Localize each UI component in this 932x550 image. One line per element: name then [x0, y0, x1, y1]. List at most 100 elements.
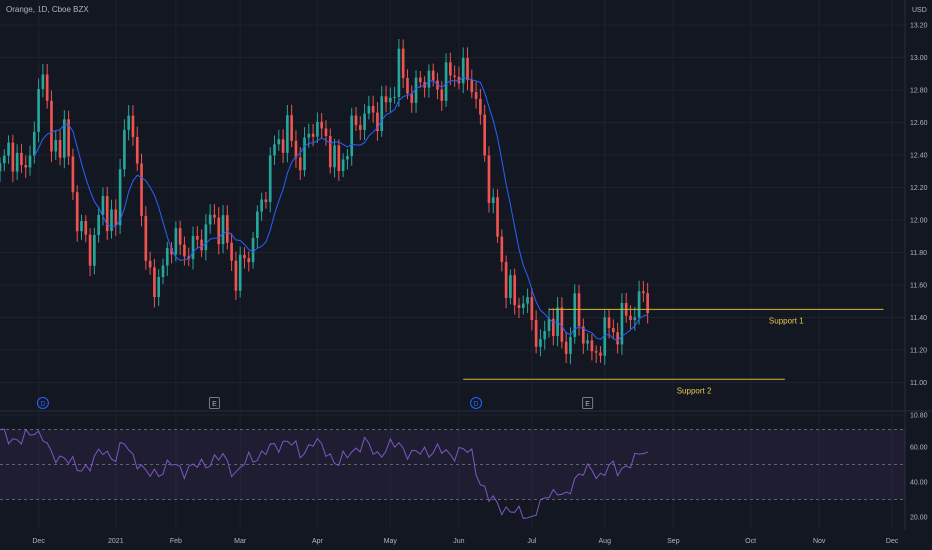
candle-body	[453, 75, 456, 77]
candle-body	[440, 89, 444, 101]
time-tick-label: Apr	[312, 538, 324, 545]
candle-body	[358, 125, 362, 131]
candle-body	[530, 297, 534, 321]
candle-body	[388, 97, 392, 103]
candle-body	[183, 244, 186, 257]
candle-body	[431, 70, 435, 81]
moving-average-line	[33, 76, 648, 342]
candle-body	[208, 214, 212, 225]
candle-body	[380, 96, 384, 132]
candle-body	[414, 77, 418, 103]
candle-body	[487, 155, 491, 203]
earnings-marker-icon	[582, 397, 594, 409]
candle-body	[234, 260, 238, 291]
candle-body	[148, 260, 152, 268]
candle-body	[346, 156, 349, 160]
price-tick-label: 13.00	[910, 55, 928, 62]
candle-body	[268, 155, 272, 203]
candle-body	[603, 317, 607, 356]
candle-body	[509, 275, 512, 298]
candle-body	[474, 92, 478, 99]
candle-body	[564, 341, 568, 354]
candle-body	[410, 93, 414, 103]
candle-body	[320, 121, 324, 129]
candle-body	[590, 340, 594, 352]
candle-body	[37, 89, 40, 132]
time-tick-label: Jun	[453, 538, 464, 545]
event-marker-label: D	[40, 401, 45, 408]
candle-body	[393, 96, 396, 98]
dividend-marker-icon	[36, 397, 49, 409]
candle-body	[449, 62, 452, 76]
candle-body	[384, 96, 388, 103]
candle-body	[118, 169, 122, 226]
candle-body	[110, 209, 113, 232]
event-marker-label: D	[474, 401, 479, 408]
candle-body	[543, 331, 547, 340]
symbol-exchange: Cboe BZX	[51, 5, 89, 14]
candle-body	[594, 351, 598, 353]
time-tick-label: Dec	[886, 538, 899, 545]
candle-body	[20, 152, 23, 166]
candle-body	[93, 234, 96, 266]
candle-body	[41, 74, 45, 90]
candle-body	[260, 199, 263, 212]
candle-body	[105, 196, 109, 232]
candle-body	[427, 70, 431, 88]
candle-body	[560, 307, 564, 342]
earnings-marker-icon	[208, 397, 220, 409]
candle-body	[397, 48, 401, 97]
price-tick-label: 11.60	[910, 283, 927, 290]
candle-body	[75, 192, 79, 232]
candle-body	[457, 76, 461, 84]
candle-body	[367, 105, 371, 114]
candle-body	[28, 155, 32, 168]
candle-body	[646, 293, 649, 314]
candle-body	[165, 248, 169, 266]
candle-body	[217, 217, 221, 245]
candle-body	[354, 115, 358, 126]
candle-body	[328, 135, 332, 168]
candle-body	[612, 328, 615, 333]
currency-label: USD	[912, 7, 927, 14]
candle-body	[256, 211, 259, 238]
candle-body	[479, 98, 482, 115]
candle-body	[461, 57, 465, 84]
candle-body	[101, 196, 105, 215]
time-tick-label: 2021	[108, 538, 124, 545]
candle-body	[243, 254, 246, 259]
candle-body	[50, 100, 53, 152]
candle-body	[333, 145, 336, 168]
candle-body	[230, 242, 233, 261]
candle-body	[200, 239, 203, 251]
candle-body	[24, 165, 28, 168]
price-tick-label: 12.00	[910, 218, 928, 225]
candle-body	[0, 163, 2, 172]
candle-body	[496, 197, 499, 237]
rsi-tick-label: 20.00	[910, 515, 928, 522]
candle-body	[534, 320, 538, 347]
candle-body	[629, 315, 632, 321]
candle-body	[58, 139, 62, 158]
candle-body	[504, 261, 508, 298]
price-tick-label: 13.20	[910, 23, 928, 30]
candle-body	[114, 209, 118, 226]
candle-body	[286, 115, 289, 153]
candle-body	[251, 237, 255, 263]
rsi-tick-label: 60.00	[910, 445, 928, 452]
candle-body	[599, 352, 602, 356]
candle-body	[294, 140, 298, 158]
candle-body	[204, 224, 208, 251]
candle-body	[470, 80, 474, 93]
candle-body	[517, 305, 521, 308]
candle-body	[63, 119, 66, 158]
candle-body	[225, 215, 229, 243]
candle-body	[2, 155, 6, 164]
candle-body	[264, 199, 268, 203]
price-tick-label: 11.80	[910, 250, 927, 257]
rsi-line	[0, 428, 648, 519]
candle-body	[513, 275, 517, 306]
time-tick-label: Nov	[813, 538, 826, 545]
